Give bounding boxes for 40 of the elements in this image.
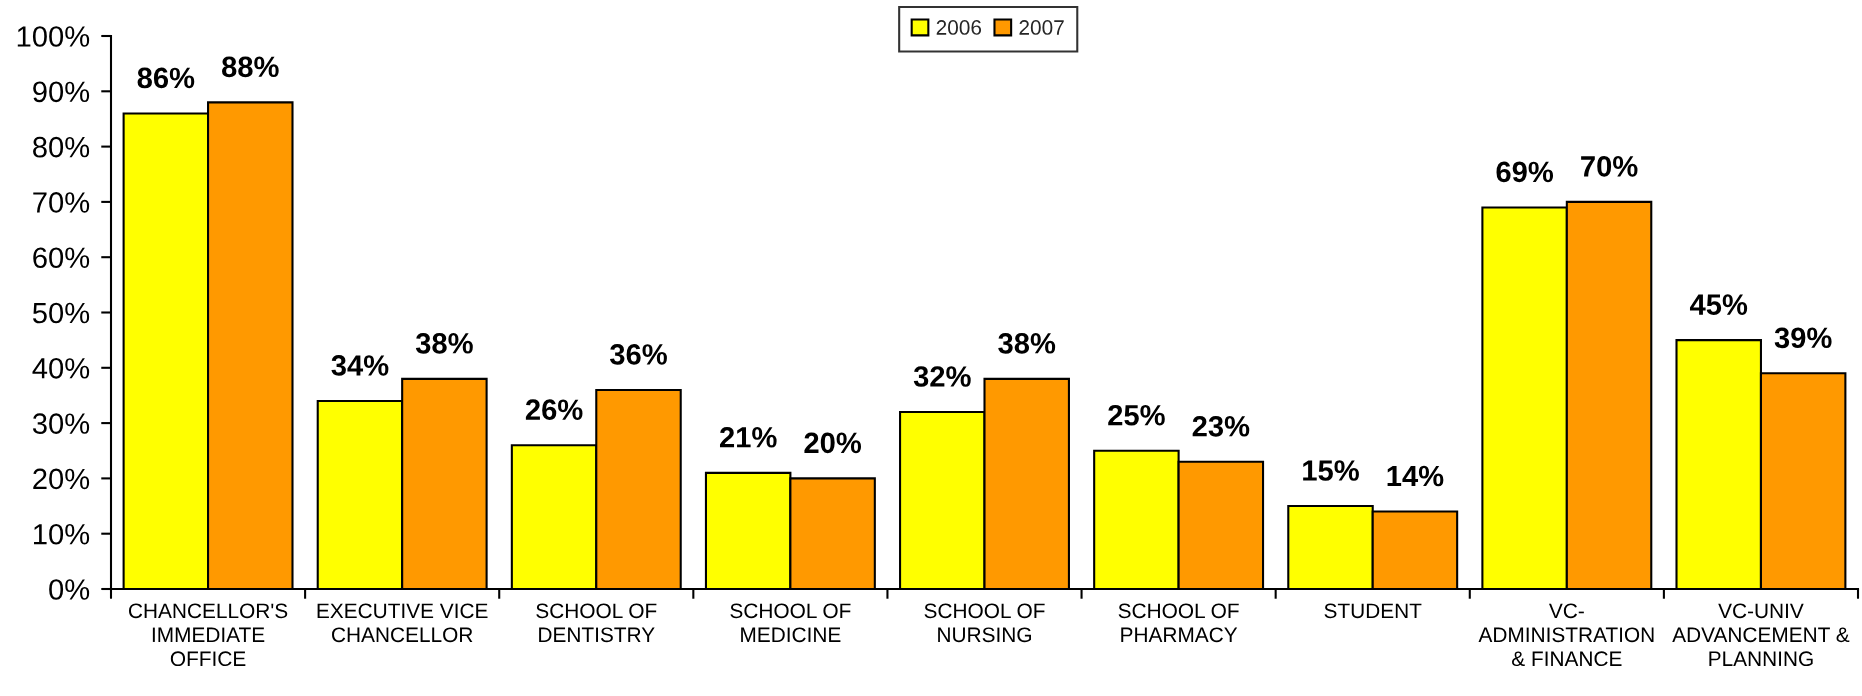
y-tick-label: 30% (32, 413, 90, 434)
data-label: 88% (222, 56, 279, 78)
data-label: 14% (1387, 465, 1444, 487)
x-tick-label: EXECUTIVE VICE CHANCELLOR (317, 603, 488, 643)
y-tick-label: 0% (49, 579, 90, 600)
y-tick-label: 50% (32, 302, 90, 324)
data-label: 45% (1689, 294, 1748, 315)
y-tick-label: 70% (33, 192, 90, 213)
x-tick-label: SCHOOL OF PHARMACY (1118, 603, 1239, 643)
y-tick-label: 100% (17, 26, 90, 47)
x-tick-label: SCHOOL OF MEDICINE (730, 603, 851, 643)
data-label: 34% (331, 355, 389, 376)
data-label: 26% (525, 399, 583, 421)
x-tick-label: SCHOOL OF DENTISTRY (536, 603, 657, 643)
data-label: 36% (609, 344, 667, 365)
x-tick-label: VC-UNIV ADVANCEMENT & PLANNING (1672, 603, 1850, 667)
y-tick-label: 60% (33, 247, 90, 269)
data-label: 15% (1303, 460, 1359, 481)
legend-label: 2007 (1019, 20, 1064, 35)
data-label: 38% (998, 333, 1056, 354)
x-tick-label: STUDENT (1324, 603, 1422, 619)
data-label: 20% (804, 432, 862, 454)
data-label: 21% (719, 427, 777, 448)
data-label: 69% (1496, 161, 1554, 183)
data-label: 38% (415, 333, 473, 354)
x-tick-label: SCHOOL OF NURSING (924, 603, 1045, 643)
data-label: 70% (1581, 156, 1638, 177)
y-tick-label: 80% (33, 136, 90, 158)
y-tick-label: 20% (33, 468, 90, 490)
data-label: 25% (1108, 404, 1165, 426)
data-label: 39% (1774, 327, 1832, 349)
x-tick-label: VC-ADMINISTRATION & FINANCE (1478, 603, 1654, 667)
y-tick-label: 90% (33, 81, 90, 103)
y-tick-label: 10% (34, 523, 90, 545)
data-label: 23% (1192, 415, 1250, 437)
y-tick-label: 40% (32, 358, 90, 379)
data-label: 32% (913, 366, 971, 387)
data-label: 86% (137, 67, 195, 89)
x-tick-label: CHANCELLOR'S IMMEDIATE OFFICE (128, 603, 288, 667)
legend-label: 2006 (936, 20, 982, 35)
